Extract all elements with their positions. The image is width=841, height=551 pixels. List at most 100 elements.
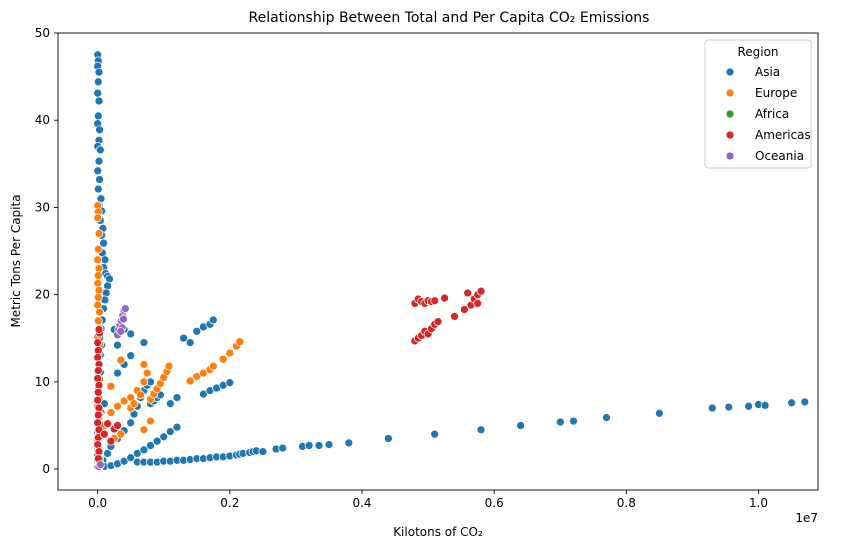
legend-marker-oceania	[725, 151, 735, 161]
point-asia-23	[99, 238, 108, 248]
point-asia-127	[278, 443, 288, 453]
point-europe-13	[93, 316, 103, 326]
legend-label-europe: Europe	[755, 86, 797, 100]
legend-title: Region	[737, 45, 778, 59]
point-europe-59	[225, 348, 235, 358]
point-asia-81	[139, 445, 149, 455]
y-axis: 0 10 20 30 40 50	[35, 26, 58, 476]
point-asia-12	[95, 145, 105, 155]
point-asia-82	[146, 441, 155, 450]
point-asia-3	[94, 67, 104, 77]
point-asia-80	[132, 449, 142, 458]
point-europe-37	[142, 368, 152, 378]
point-asia-59	[113, 340, 122, 350]
point-asia-142	[724, 402, 734, 412]
point-europe-4	[93, 244, 103, 254]
point-asia-138	[569, 416, 578, 426]
point-asia-143	[744, 401, 753, 411]
y-tick-label-2: 20	[35, 288, 50, 302]
point-asia-88	[192, 326, 202, 336]
point-americas-47	[473, 299, 483, 308]
x-axis-label: Kilotons of CO₂	[393, 525, 483, 539]
legend-label-africa: Africa	[755, 107, 789, 121]
point-asia-97	[199, 389, 208, 399]
legend: Region Asia Europe Africa Americas Oceania	[704, 39, 812, 169]
point-europe-42	[129, 399, 139, 409]
point-europe-40	[106, 381, 116, 391]
point-americas-8	[93, 395, 103, 405]
point-oceania-9	[119, 314, 128, 324]
point-europe-54	[192, 372, 202, 381]
point-europe-32	[113, 401, 122, 411]
point-europe-8	[93, 278, 103, 288]
point-asia-147	[800, 397, 810, 407]
point-asia-141	[707, 403, 717, 413]
point-americas-7	[93, 387, 103, 397]
y-tick-label-0: 0	[42, 462, 50, 476]
point-asia-83	[152, 436, 162, 446]
point-asia-31	[101, 288, 111, 298]
point-europe-5	[93, 255, 103, 265]
legend-label-americas: Americas	[755, 128, 811, 142]
point-asia-7	[93, 111, 103, 121]
point-asia-134	[430, 429, 440, 439]
legend-marker-europe	[725, 88, 735, 98]
point-americas-40	[450, 312, 459, 321]
point-americas-2	[93, 353, 103, 362]
point-asia-103	[165, 399, 175, 409]
point-asia-79	[126, 453, 136, 463]
legend-marker-africa	[725, 109, 735, 119]
point-europe-52	[146, 416, 155, 426]
point-asia-91	[208, 315, 218, 325]
x-axis: 0.0 0.2 0.4 0.6 0.8 1.0	[88, 490, 768, 510]
point-americas-14	[93, 440, 103, 449]
plot-frame	[57, 32, 819, 491]
x-tick-label-5: 1.0	[749, 496, 768, 510]
series-oceania	[94, 304, 130, 471]
point-europe-36	[139, 377, 149, 387]
point-americas-19	[99, 429, 109, 439]
points-layer	[93, 50, 810, 471]
point-asia-92	[185, 338, 195, 347]
point-europe-43	[136, 390, 145, 400]
legend-marker-asia	[725, 67, 735, 77]
point-europe-10	[93, 292, 103, 302]
x-tick-label-0: 0.0	[88, 496, 107, 510]
point-europe-2	[93, 213, 103, 223]
point-asia-131	[324, 440, 334, 449]
point-europe-55	[199, 368, 208, 378]
series-americas	[93, 286, 486, 463]
point-asia-102	[172, 393, 182, 402]
legend-marker-americas	[725, 130, 735, 140]
point-europe-57	[208, 361, 218, 371]
point-oceania-6	[121, 304, 130, 313]
point-asia-87	[179, 333, 188, 343]
point-asia-132	[344, 438, 354, 448]
point-americas-42	[463, 288, 473, 298]
point-asia-86	[172, 422, 182, 432]
point-asia-57	[126, 351, 136, 361]
point-asia-140	[655, 408, 664, 418]
point-europe-61	[235, 337, 245, 347]
y-tick-label-3: 30	[35, 200, 50, 214]
y-tick-label-1: 10	[35, 375, 50, 389]
point-asia-25	[100, 255, 110, 265]
point-asia-68	[126, 418, 136, 428]
point-americas-38	[430, 296, 440, 306]
point-asia-6	[94, 96, 104, 106]
point-asia-84	[159, 432, 169, 442]
point-europe-51	[139, 425, 149, 435]
point-asia-4	[93, 77, 103, 87]
legend-label-oceania: Oceania	[755, 149, 804, 163]
point-asia-14	[93, 166, 103, 176]
x-tick-label-2: 0.4	[352, 496, 371, 510]
point-europe-63	[116, 429, 126, 439]
point-asia-135	[476, 425, 486, 435]
point-americas-21	[106, 436, 116, 446]
point-asia-9	[95, 125, 104, 135]
point-europe-50	[164, 361, 174, 371]
point-asia-62	[126, 329, 136, 339]
point-oceania-11	[95, 460, 105, 470]
point-europe-58	[218, 354, 228, 364]
point-americas-10	[93, 410, 103, 420]
